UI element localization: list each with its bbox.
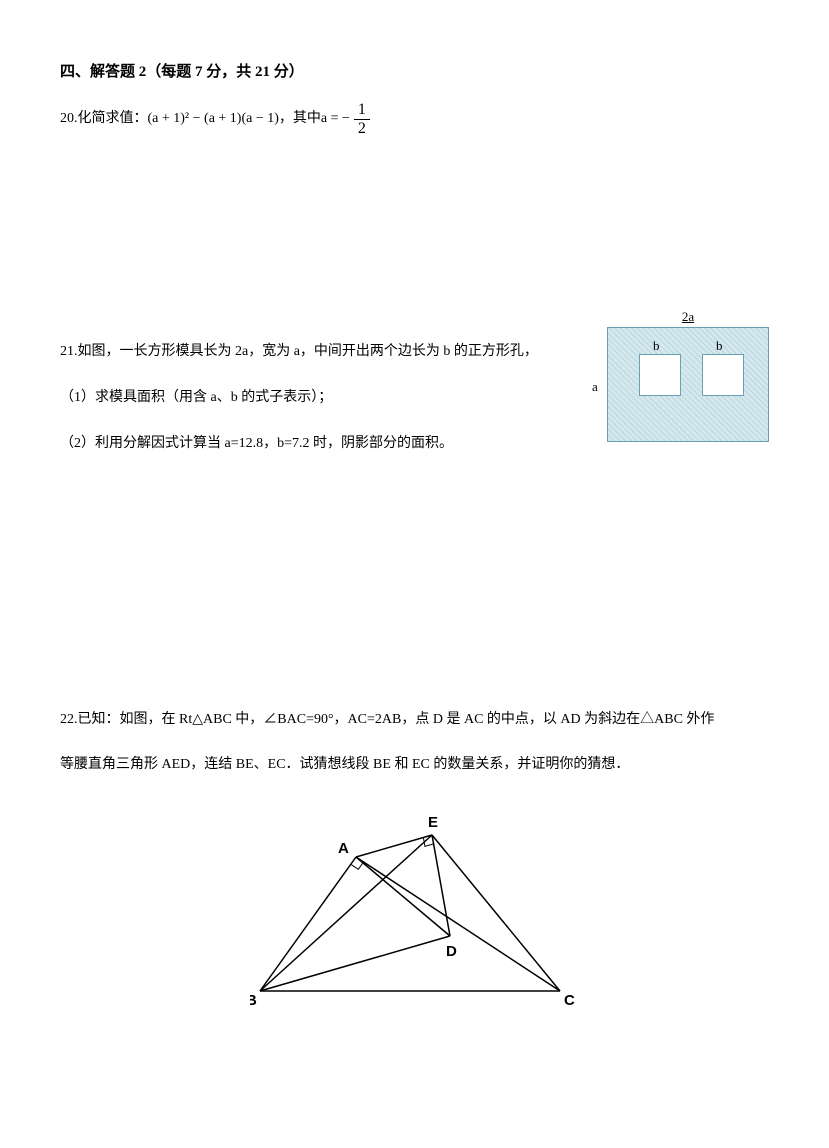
- problem-21: 21.如图，一长方形模具长为 2a，宽为 a，中间开出两个边长为 b 的正方形孔…: [60, 337, 769, 474]
- diagram-triangle: A B C D E: [60, 811, 769, 1016]
- problem-22-text: 22.已知：如图，在 Rt△ABC 中，∠BAC=90°，AC=2AB，点 D …: [60, 705, 769, 736]
- intro-text: 如图，一长方形模具长为 2a，宽为 a，中间开出两个边长为 b 的正方形孔，: [78, 344, 538, 359]
- section-header: 四、解答题 2（每题 7 分，共 21 分）: [60, 60, 769, 81]
- line1: 已知：如图，在 Rt△ABC 中，∠BAC=90°，AC=2AB，点 D 是 A…: [78, 712, 715, 727]
- diagram-rectangle: 2a a b b: [607, 327, 769, 442]
- svg-text:E: E: [428, 814, 438, 831]
- svg-text:D: D: [446, 943, 457, 960]
- svg-text:B: B: [250, 992, 257, 1009]
- label-a: a: [592, 379, 598, 395]
- problem-21-sub2: （2）利用分解因式计算当 a=12.8，b=7.2 时，阴影部分的面积。: [60, 429, 587, 460]
- fraction-numerator: 1: [354, 101, 370, 120]
- square-hole-2: [702, 354, 744, 396]
- rect-outer: a b b: [607, 327, 769, 442]
- math-eq-left: a = −: [321, 104, 350, 135]
- square-hole-1: [639, 354, 681, 396]
- label-b-1: b: [653, 338, 660, 354]
- label-2a: 2a: [682, 309, 694, 325]
- problem-prefix: 化简求值：: [78, 104, 148, 135]
- fraction: 1 2: [354, 101, 370, 137]
- svg-text:A: A: [338, 840, 349, 857]
- problem-22-line2: 等腰直角三角形 AED，连结 BE、EC．试猜想线段 BE 和 EC 的数量关系…: [60, 750, 769, 781]
- triangle-svg: A B C D E: [250, 811, 580, 1011]
- label-b-2: b: [716, 338, 723, 354]
- fraction-denominator: 2: [354, 120, 370, 138]
- problem-22: 22.已知：如图，在 Rt△ABC 中，∠BAC=90°，AC=2AB，点 D …: [60, 705, 769, 1017]
- problem-mid: ，其中: [279, 104, 321, 135]
- problem-number: 20.: [60, 104, 78, 135]
- problem-21-sub1: （1）求模具面积（用含 a、b 的式子表示）；: [60, 383, 587, 414]
- svg-text:C: C: [564, 992, 575, 1009]
- math-expression: (a + 1)² − (a + 1)(a − 1): [148, 104, 279, 135]
- problem-21-intro: 21.如图，一长方形模具长为 2a，宽为 a，中间开出两个边长为 b 的正方形孔…: [60, 337, 587, 368]
- problem-20: 20. 化简求值： (a + 1)² − (a + 1)(a − 1) ，其中 …: [60, 101, 769, 137]
- problem-number: 21.: [60, 344, 78, 359]
- problem-number: 22.: [60, 712, 78, 727]
